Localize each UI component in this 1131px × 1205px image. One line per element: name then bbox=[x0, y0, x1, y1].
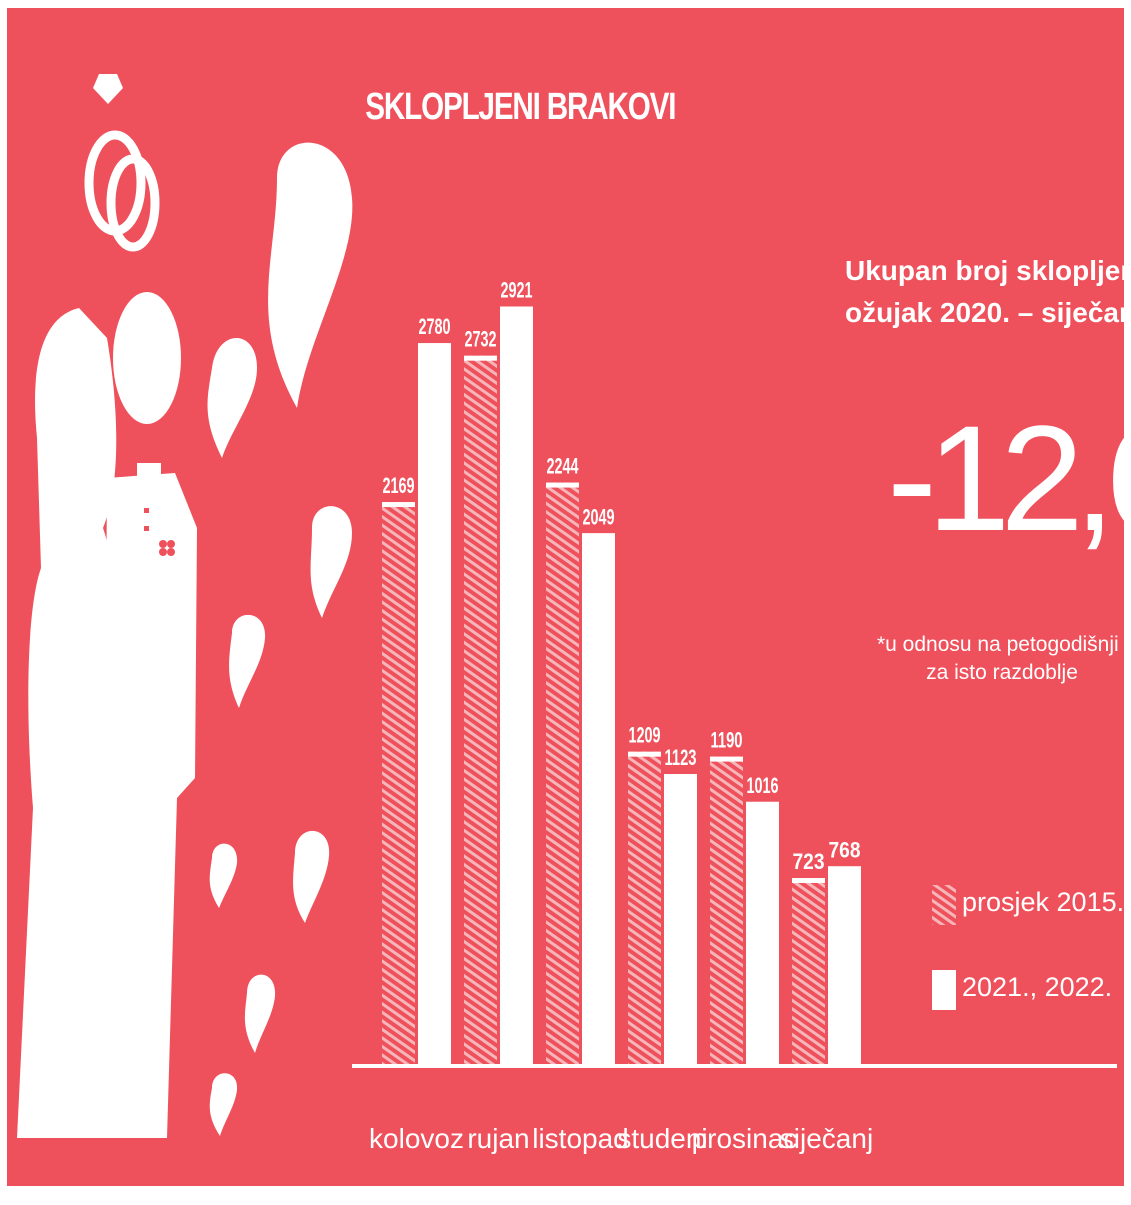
total-label: Ukupan broj sklopljenih brakova, ožujak … bbox=[845, 250, 1124, 334]
bar-studeni-series-2 bbox=[664, 774, 697, 1066]
bar-cap bbox=[464, 355, 497, 361]
heart-icon bbox=[207, 142, 353, 1136]
legend-swatch-hatched bbox=[932, 885, 956, 925]
footnote-line1: *u odnosu na petogodišnji prosjek bbox=[877, 633, 1124, 656]
bar-siječanj-series-1 bbox=[792, 878, 825, 1066]
footnote-line2: za isto razdoblje bbox=[926, 661, 1078, 684]
bar-cap bbox=[628, 751, 661, 757]
data-label: 1123 bbox=[665, 745, 697, 770]
bar-cap bbox=[710, 756, 743, 762]
bar-listopad-series-1 bbox=[546, 482, 579, 1066]
chart-title: SKLOPLJENI BRAKOVI bbox=[365, 86, 676, 128]
total-footnote: *u odnosu na petogodišnji prosjek za ist… bbox=[877, 631, 1124, 687]
data-label: 2780 bbox=[419, 314, 451, 339]
category-label-prosinac: prosinac bbox=[692, 1123, 798, 1154]
data-label: 2169 bbox=[383, 473, 415, 498]
legend-swatch-solid bbox=[932, 970, 956, 1010]
data-label: 1190 bbox=[711, 728, 743, 753]
bar-cap bbox=[582, 533, 615, 539]
bar-studeni-series-1 bbox=[628, 751, 661, 1066]
data-label: 2732 bbox=[465, 327, 497, 352]
bar-kolovoz-series-2 bbox=[418, 343, 451, 1066]
data-label: 1209 bbox=[629, 723, 661, 748]
infographic-panel: SKLOPLJENI BRAKOVI 2169 2780 kolovoz 2732 29… bbox=[7, 8, 1124, 1186]
total-label-line2: ožujak 2020. – siječanj 2022.: bbox=[845, 297, 1124, 328]
bar-cap bbox=[546, 482, 579, 488]
bar-prosinac-series-1 bbox=[710, 756, 743, 1066]
bar-cap bbox=[382, 502, 415, 508]
bar-siječanj-series-2 bbox=[828, 866, 861, 1066]
bar-rujan-series-1 bbox=[464, 355, 497, 1066]
bar-cap bbox=[418, 343, 451, 349]
bar-kolovoz-series-1 bbox=[382, 502, 415, 1066]
bar-cap bbox=[746, 801, 779, 807]
wedding-rings-icon bbox=[84, 74, 160, 252]
legend-label-average: prosjek 2015.-2019. bbox=[962, 887, 1124, 917]
data-label: 2049 bbox=[583, 504, 615, 529]
bar-cap bbox=[664, 774, 697, 780]
category-label-studeni: studeni bbox=[617, 1123, 707, 1154]
bar-prosinac-series-2 bbox=[746, 801, 779, 1066]
category-label-kolovoz: kolovoz bbox=[369, 1123, 464, 1154]
bar-cap bbox=[500, 306, 533, 312]
legend-label-current: 2021., 2022. bbox=[962, 972, 1113, 1002]
data-label: 723 bbox=[793, 849, 825, 874]
data-label: 2921 bbox=[501, 278, 533, 303]
bar-cap bbox=[828, 866, 861, 872]
total-label-line1: Ukupan broj sklopljenih brakova, bbox=[845, 255, 1124, 286]
bar-listopad-series-2 bbox=[582, 533, 615, 1066]
category-label-listopad: listopad bbox=[532, 1123, 629, 1154]
bar-cap bbox=[792, 878, 825, 884]
category-label-siječanj: siječanj bbox=[780, 1123, 873, 1154]
category-label-rujan: rujan bbox=[467, 1123, 529, 1154]
total-percent-change: -12,6% bbox=[887, 394, 1124, 562]
bar-rujan-series-2 bbox=[500, 306, 533, 1066]
data-label: 768 bbox=[829, 837, 861, 862]
data-label: 2244 bbox=[547, 454, 579, 479]
bride-and-groom-icon bbox=[17, 292, 197, 1138]
data-label: 1016 bbox=[747, 773, 779, 798]
